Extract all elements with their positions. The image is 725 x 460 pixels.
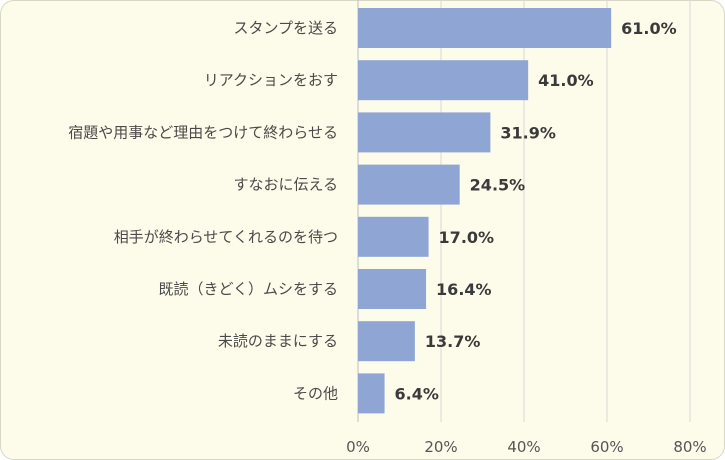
category-label-8: その他 (293, 384, 338, 402)
value-label-1: 61.0% (621, 19, 677, 38)
value-label-3: 31.9% (500, 123, 556, 142)
bar-1 (358, 8, 612, 48)
bar-8 (358, 373, 385, 414)
bar-2 (358, 60, 529, 101)
x-tick-label-40: 40% (507, 438, 540, 456)
bar-3 (358, 112, 491, 153)
x-tick-label-20: 20% (424, 438, 457, 456)
category-label-7: 未読のままにする (218, 332, 338, 350)
category-label-6: 既読（きどく）ムシをする (158, 280, 338, 298)
value-label-5: 17.0% (439, 228, 495, 247)
bar-7 (358, 321, 415, 362)
category-label-1: スタンプを送る (233, 19, 338, 37)
category-label-2: リアクションをおす (204, 71, 338, 89)
x-tick-label-80: 80% (673, 438, 706, 456)
value-label-2: 41.0% (538, 71, 594, 90)
x-tick-label-0: 0% (346, 438, 370, 456)
value-label-8: 6.4% (395, 384, 439, 403)
bar-4 (358, 164, 460, 205)
value-label-6: 16.4% (436, 280, 492, 299)
bar-6 (358, 269, 427, 309)
bar-5 (358, 216, 429, 257)
category-label-3: 宿題や用事など理由をつけて終わらせる (68, 123, 338, 141)
category-label-5: 相手が終わらせてくれるのを待つ (114, 228, 338, 246)
value-label-7: 13.7% (425, 332, 481, 351)
value-label-4: 24.5% (470, 176, 526, 195)
category-label-4: すなおに伝える (233, 176, 338, 194)
x-tick-label-60: 60% (590, 438, 623, 456)
